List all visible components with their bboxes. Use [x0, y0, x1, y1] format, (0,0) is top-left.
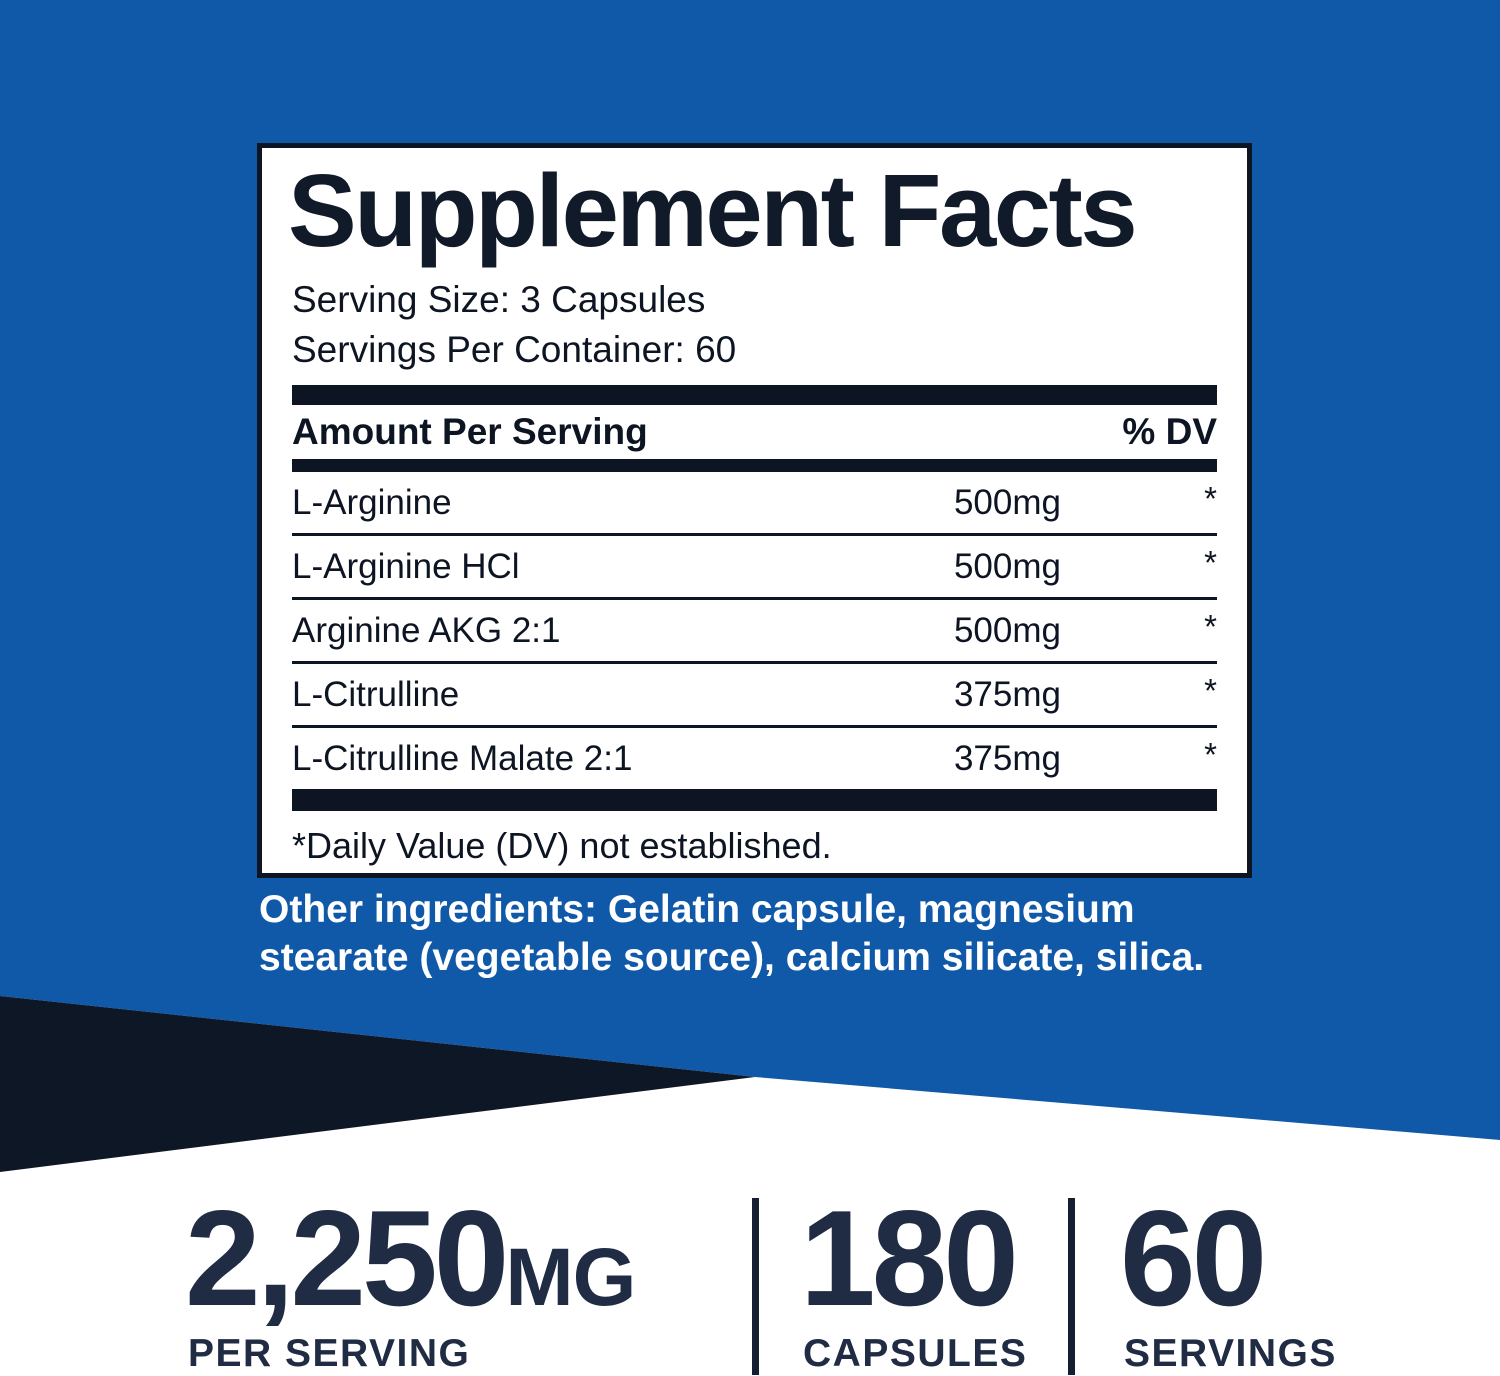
- panel-title: Supplement Facts: [288, 153, 1138, 268]
- ingredient-dv: *: [1204, 736, 1217, 774]
- divider-bar-top: [292, 385, 1217, 406]
- ingredient-amount: 500mg: [953, 482, 1061, 522]
- ingredient-name: Arginine AKG 2:1: [292, 610, 561, 650]
- ingredient-name: L-Citrulline Malate 2:1: [292, 738, 633, 778]
- stats-divider: [1068, 1198, 1075, 1375]
- daily-value-footnote: *Daily Value (DV) not established.: [292, 825, 832, 867]
- ingredient-dv: *: [1204, 544, 1217, 582]
- serving-info: Serving Size: 3 Capsules Servings Per Co…: [292, 275, 1217, 375]
- ingredient-dv: *: [1204, 480, 1217, 518]
- ingredient-amount: 375mg: [953, 674, 1061, 714]
- capsules-count: 180: [800, 1182, 1019, 1334]
- percent-dv-header: % DV: [1122, 411, 1217, 453]
- ingredient-dv: *: [1204, 672, 1217, 710]
- table-row: L-Arginine HCl 500mg *: [292, 536, 1217, 601]
- ingredient-dv: *: [1204, 608, 1217, 646]
- table-row: L-Citrulline Malate 2:1 375mg *: [292, 728, 1217, 789]
- supplement-facts-panel: Supplement Facts Serving Size: 3 Capsule…: [257, 143, 1252, 878]
- amount-per-serving-header: Amount Per Serving: [292, 411, 648, 453]
- stats-divider: [752, 1198, 759, 1375]
- table-header-row: Amount Per Serving % DV: [292, 405, 1217, 459]
- ingredient-amount: 500mg: [953, 610, 1061, 650]
- ingredient-amount: 375mg: [953, 738, 1061, 778]
- servings-label: SERVINGS: [1124, 1332, 1337, 1375]
- serving-size: Serving Size: 3 Capsules: [292, 279, 706, 321]
- ingredient-name: L-Arginine: [292, 482, 452, 522]
- divider-bar-header: [292, 459, 1217, 473]
- per-serving-unit: MG: [505, 1232, 636, 1323]
- capsules-label: CAPSULES: [803, 1332, 1028, 1375]
- per-serving-label: PER SERVING: [188, 1332, 471, 1375]
- table-row: Arginine AKG 2:1 500mg *: [292, 600, 1217, 665]
- servings-count: 60: [1120, 1182, 1267, 1334]
- other-ingredients-text: Other ingredients: Gelatin capsule, magn…: [259, 888, 1205, 979]
- servings-per-container: Servings Per Container: 60: [292, 329, 737, 371]
- per-serving-value: 2,250: [185, 1182, 509, 1334]
- table-row: L-Arginine 500mg *: [292, 472, 1217, 537]
- ingredient-amount: 500mg: [953, 546, 1061, 586]
- ingredient-name: L-Citrulline: [292, 674, 460, 714]
- table-row: L-Citrulline 375mg *: [292, 664, 1217, 729]
- divider-bar-bottom: [292, 789, 1217, 812]
- ingredient-name: L-Arginine HCl: [292, 546, 520, 586]
- per-serving-amount: 2,250MG: [185, 1190, 636, 1326]
